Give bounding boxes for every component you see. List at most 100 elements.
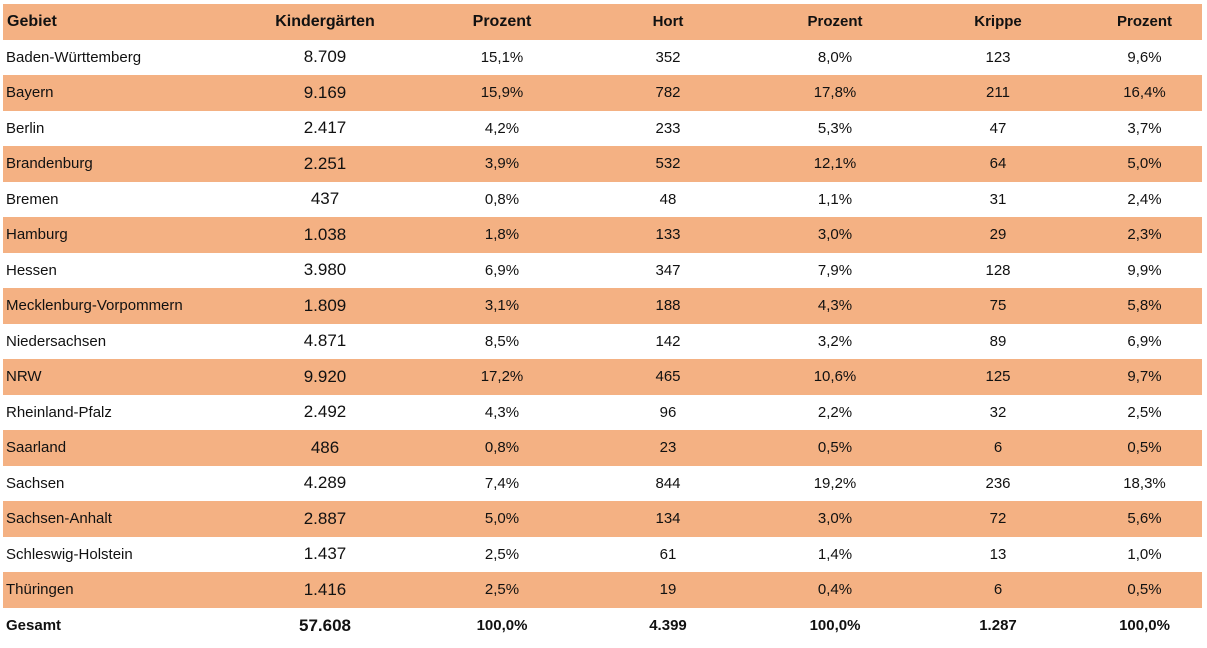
cell-hort: 844 bbox=[655, 474, 681, 492]
total-prozent-kindergaerten: 100,0% bbox=[476, 617, 528, 634]
cell-prozent-krippe: 5,8% bbox=[1087, 288, 1202, 324]
table-row: NRW 9.920 17,2% 465 10,6% 125 9,7% bbox=[3, 359, 1202, 395]
cell-gebiet: Bayern bbox=[3, 75, 221, 111]
cell-kindergaerten: 2.251 bbox=[221, 146, 429, 182]
total-label: Gesamt bbox=[6, 617, 62, 634]
cell-prozent-krippe: 5,0% bbox=[1087, 146, 1202, 182]
table-row: Sachsen 4.289 7,4% 844 19,2% 236 18,3% bbox=[3, 466, 1202, 502]
header-kindergaerten: Kindergärten bbox=[221, 4, 429, 40]
cell-krippe: 31 bbox=[989, 190, 1007, 208]
cell-gebiet: Schleswig-Holstein bbox=[6, 545, 133, 563]
header-row: Gebiet Kindergärten Prozent Hort Prozent… bbox=[3, 4, 1202, 40]
cell-prozent-kindergaerten: 4,3% bbox=[484, 403, 520, 421]
cell-kindergaerten: 9.920 bbox=[221, 359, 429, 395]
cell-hort: 352 bbox=[655, 48, 681, 66]
cell-hort: 61 bbox=[659, 545, 677, 563]
total-kindergaerten: 57.608 bbox=[299, 615, 351, 635]
table-row: Berlin 2.417 4,2% 233 5,3% 47 3,7% bbox=[3, 111, 1202, 147]
cell-krippe: 64 bbox=[909, 146, 1087, 182]
cell-prozent-krippe: 9,9% bbox=[1127, 261, 1162, 279]
cell-prozent-hort: 7,9% bbox=[817, 261, 853, 279]
table-row: Sachsen-Anhalt 2.887 5,0% 134 3,0% 72 5,6% bbox=[3, 501, 1202, 537]
cell-prozent-krippe: 6,9% bbox=[1127, 332, 1162, 350]
cell-prozent-hort: 3,0% bbox=[761, 501, 909, 537]
cell-prozent-hort: 1,4% bbox=[817, 545, 853, 563]
cell-prozent-hort: 0,4% bbox=[761, 572, 909, 608]
cell-krippe: 72 bbox=[909, 501, 1087, 537]
cell-krippe: 89 bbox=[989, 332, 1007, 350]
cell-kindergaerten: 4.871 bbox=[303, 331, 347, 351]
cell-krippe: 123 bbox=[985, 48, 1011, 66]
cell-prozent-hort: 17,8% bbox=[761, 75, 909, 111]
cell-prozent-krippe: 2,5% bbox=[1127, 403, 1162, 421]
cell-hort: 48 bbox=[659, 190, 677, 208]
header-krippe: Krippe bbox=[909, 4, 1087, 40]
cell-gebiet: Hessen bbox=[6, 261, 57, 279]
cell-krippe: 29 bbox=[909, 217, 1087, 253]
cell-prozent-krippe: 5,6% bbox=[1087, 501, 1202, 537]
table-row: Bremen 437 0,8% 48 1,1% 31 2,4% bbox=[3, 182, 1202, 218]
cell-krippe: 32 bbox=[989, 403, 1007, 421]
cell-gebiet: Mecklenburg-Vorpommern bbox=[3, 288, 221, 324]
cell-prozent-hort: 3,2% bbox=[817, 332, 853, 350]
cell-prozent-kindergaerten: 0,8% bbox=[484, 190, 520, 208]
cell-prozent-kindergaerten: 1,8% bbox=[429, 217, 575, 253]
cell-gebiet: Rheinland-Pfalz bbox=[6, 403, 112, 421]
cell-hort: 782 bbox=[575, 75, 761, 111]
total-krippe: 1.287 bbox=[979, 617, 1017, 634]
cell-prozent-krippe: 1,0% bbox=[1127, 545, 1162, 563]
table-row: Mecklenburg-Vorpommern 1.809 3,1% 188 4,3% 75… bbox=[3, 288, 1202, 324]
cell-prozent-kindergaerten: 2,5% bbox=[429, 572, 575, 608]
cell-prozent-kindergaerten: 8,5% bbox=[484, 332, 520, 350]
cell-kindergaerten: 2.887 bbox=[221, 501, 429, 537]
cell-krippe: 47 bbox=[989, 119, 1007, 137]
table-row: Thüringen 1.416 2,5% 19 0,4% 6 0,5% bbox=[3, 572, 1202, 608]
cell-krippe: 128 bbox=[985, 261, 1011, 279]
cell-kindergaerten: 486 bbox=[221, 430, 429, 466]
cell-hort: 233 bbox=[655, 119, 681, 137]
cell-kindergaerten: 1.437 bbox=[303, 544, 347, 564]
cell-prozent-krippe: 0,5% bbox=[1087, 572, 1202, 608]
table-body: Baden-Württemberg 8.709 15,1% 352 8,0% 123 9,6… bbox=[3, 40, 1202, 608]
cell-kindergaerten: 8.709 bbox=[303, 47, 347, 67]
table-row: Hamburg 1.038 1,8% 133 3,0% 29 2,3% bbox=[3, 217, 1202, 253]
cell-prozent-kindergaerten: 7,4% bbox=[484, 474, 520, 492]
cell-prozent-kindergaerten: 3,1% bbox=[429, 288, 575, 324]
cell-prozent-kindergaerten: 6,9% bbox=[484, 261, 520, 279]
cell-krippe: 125 bbox=[909, 359, 1087, 395]
cell-prozent-hort: 19,2% bbox=[813, 474, 857, 492]
cell-prozent-krippe: 9,7% bbox=[1087, 359, 1202, 395]
cell-prozent-krippe: 2,4% bbox=[1127, 190, 1162, 208]
cell-krippe: 13 bbox=[989, 545, 1007, 563]
header-hort: Hort bbox=[575, 4, 761, 40]
total-prozent-hort: 100,0% bbox=[809, 617, 861, 634]
cell-prozent-kindergaerten: 17,2% bbox=[429, 359, 575, 395]
total-prozent-krippe: 100,0% bbox=[1119, 617, 1170, 634]
cell-hort: 188 bbox=[575, 288, 761, 324]
cell-kindergaerten: 9.169 bbox=[221, 75, 429, 111]
cell-gebiet: Brandenburg bbox=[3, 146, 221, 182]
cell-prozent-hort: 8,0% bbox=[817, 48, 853, 66]
cell-prozent-hort: 1,1% bbox=[817, 190, 853, 208]
header-gebiet: Gebiet bbox=[3, 4, 221, 40]
cell-hort: 134 bbox=[575, 501, 761, 537]
cell-hort: 347 bbox=[655, 261, 681, 279]
cell-gebiet: Bremen bbox=[6, 190, 59, 208]
table-row: Niedersachsen 4.871 8,5% 142 3,2% 89 6,9% bbox=[3, 324, 1202, 360]
cell-prozent-krippe: 2,3% bbox=[1087, 217, 1202, 253]
cell-prozent-hort: 12,1% bbox=[761, 146, 909, 182]
cell-prozent-kindergaerten: 0,8% bbox=[429, 430, 575, 466]
cell-prozent-krippe: 3,7% bbox=[1127, 119, 1162, 137]
cell-krippe: 75 bbox=[909, 288, 1087, 324]
cell-hort: 465 bbox=[575, 359, 761, 395]
cell-gebiet: Sachsen-Anhalt bbox=[3, 501, 221, 537]
table-row: Schleswig-Holstein 1.437 2,5% 61 1,4% 13 1,0% bbox=[3, 537, 1202, 573]
data-table-container: Gebiet Kindergärten Prozent Hort Prozent… bbox=[3, 4, 1202, 644]
cell-krippe: 211 bbox=[909, 75, 1087, 111]
cell-prozent-hort: 10,6% bbox=[761, 359, 909, 395]
cell-hort: 23 bbox=[575, 430, 761, 466]
cell-kindergaerten: 2.417 bbox=[303, 118, 347, 138]
cell-prozent-krippe: 0,5% bbox=[1087, 430, 1202, 466]
cell-hort: 19 bbox=[575, 572, 761, 608]
cell-prozent-krippe: 9,6% bbox=[1127, 48, 1162, 66]
